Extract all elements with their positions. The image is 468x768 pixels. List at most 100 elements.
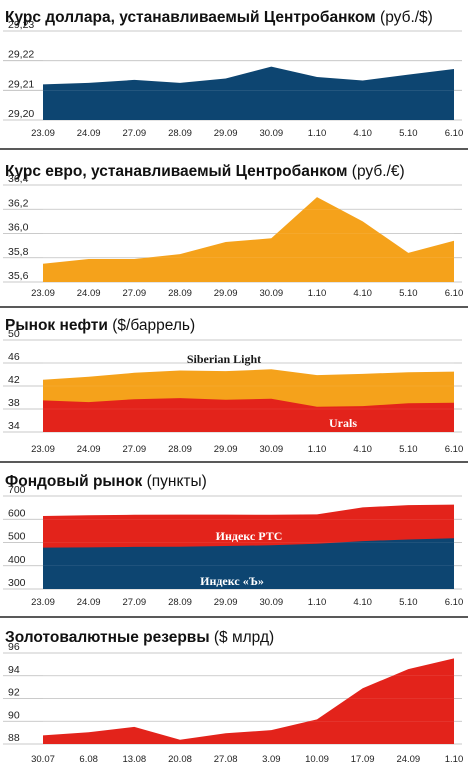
x-tick-label: 6.08 [79,754,98,765]
x-tick-label: 28.09 [168,128,192,139]
x-tick-label: 24.09 [396,754,420,765]
chart-panel-2: Курс евро, устанавливаемый Центробанком … [0,163,468,308]
y-tick-label: 46 [8,351,20,363]
chart-title-unit: ($/баррель) [112,317,195,334]
x-tick-label: 1.10 [308,288,327,299]
chart-title: Фондовый рынок (пункты) [5,473,207,490]
y-tick-label: 500 [8,531,26,543]
x-tick-label: 24.09 [77,128,101,139]
x-tick-label: 29.09 [214,597,238,608]
chart-title-unit: (пункты) [147,473,207,490]
x-tick-label: 30.07 [31,754,55,765]
x-tick-label: 1.10 [308,128,327,139]
x-tick-label: 1.10 [308,444,327,455]
x-tick-label: 6.10 [445,128,464,139]
chart-title-main: Курс доллара, устанавливаемый Центробанк… [5,9,376,26]
chart-title-unit: (руб./$) [380,9,433,26]
y-tick-label: 36,2 [8,197,29,209]
y-tick-label: 50 [8,328,20,340]
chart-panel-1: Курс доллара, устанавливаемый Центробанк… [0,9,468,150]
series-label: Siberian Light [187,352,261,366]
x-tick-label: 29.09 [214,128,238,139]
series-label: Индекс «Ъ» [200,574,264,588]
y-tick-label: 29,23 [8,19,34,31]
y-tick-label: 94 [8,664,20,676]
x-tick-label: 1.10 [445,754,464,765]
chart-panel-5: Золотовалютные резервы ($ млрд)969492908… [3,629,463,765]
chart-title: Золотовалютные резервы ($ млрд) [5,629,274,646]
series-area-1 [43,197,454,282]
x-tick-label: 4.10 [353,128,372,139]
x-tick-label: 28.09 [168,597,192,608]
y-tick-label: 400 [8,554,26,566]
y-tick-label: 300 [8,577,26,589]
y-tick-label: 35,6 [8,270,29,282]
x-tick-label: 28.09 [168,288,192,299]
x-tick-label: 27.09 [122,597,146,608]
x-tick-label: 4.10 [353,444,372,455]
y-tick-label: 88 [8,732,20,744]
x-tick-label: 5.10 [399,444,418,455]
y-tick-label: 96 [8,641,20,653]
series-area-1 [43,658,454,744]
series-label: Urals [329,416,357,430]
y-tick-label: 36,4 [8,173,29,185]
x-tick-label: 30.09 [259,444,283,455]
chart-panel-4: Фондовый рынок (пункты)70060050040030023… [0,473,468,618]
y-tick-label: 34 [8,420,20,432]
x-tick-label: 13.08 [122,754,146,765]
x-tick-label: 5.10 [399,128,418,139]
x-tick-label: 5.10 [399,288,418,299]
x-tick-label: 10.09 [305,754,329,765]
x-tick-label: 27.08 [214,754,238,765]
x-tick-label: 5.10 [399,597,418,608]
x-tick-label: 29.09 [214,444,238,455]
x-tick-label: 6.10 [445,288,464,299]
x-tick-label: 1.10 [308,597,327,608]
chart-title-main: Фондовый рынок [5,473,143,490]
series-area-2 [43,398,454,432]
x-tick-label: 4.10 [353,288,372,299]
x-tick-label: 27.09 [122,288,146,299]
y-tick-label: 29,20 [8,108,34,120]
y-tick-label: 42 [8,374,20,386]
chart-title: Рынок нефти ($/баррель) [5,317,195,334]
x-tick-label: 6.10 [445,444,464,455]
y-tick-label: 29,22 [8,49,34,61]
chart-title-unit: ($ млрд) [214,629,274,646]
chart-title-unit: (руб./€) [352,163,405,180]
x-tick-label: 24.09 [77,444,101,455]
y-tick-label: 600 [8,507,26,519]
y-tick-label: 700 [8,484,26,496]
x-tick-label: 24.09 [77,597,101,608]
x-tick-label: 30.09 [259,128,283,139]
y-tick-label: 92 [8,687,20,699]
x-tick-label: 24.09 [77,288,101,299]
y-tick-label: 35,8 [8,246,29,258]
x-tick-label: 29.09 [214,288,238,299]
x-tick-label: 23.09 [31,128,55,139]
x-tick-label: 23.09 [31,288,55,299]
y-tick-label: 90 [8,709,20,721]
x-tick-label: 17.09 [351,754,375,765]
x-tick-label: 27.09 [122,128,146,139]
x-tick-label: 28.09 [168,444,192,455]
x-tick-label: 30.09 [259,597,283,608]
x-tick-label: 23.09 [31,444,55,455]
x-tick-label: 3.09 [262,754,281,765]
x-tick-label: 30.09 [259,288,283,299]
chart-title-main: Курс евро, устанавливаемый Центробанком [5,163,347,180]
y-tick-label: 38 [8,397,20,409]
chart-title-main: Рынок нефти [5,317,108,334]
chart-title: Курс доллара, устанавливаемый Центробанк… [5,9,433,26]
x-tick-label: 23.09 [31,597,55,608]
chart-title-main: Золотовалютные резервы [5,629,210,646]
series-area-1 [43,66,454,120]
y-tick-label: 36,0 [8,222,29,234]
series-area-2 [43,538,454,589]
series-label: Индекс РТС [216,529,283,543]
x-tick-label: 4.10 [353,597,372,608]
chart-title: Курс евро, устанавливаемый Центробанком … [5,163,405,180]
